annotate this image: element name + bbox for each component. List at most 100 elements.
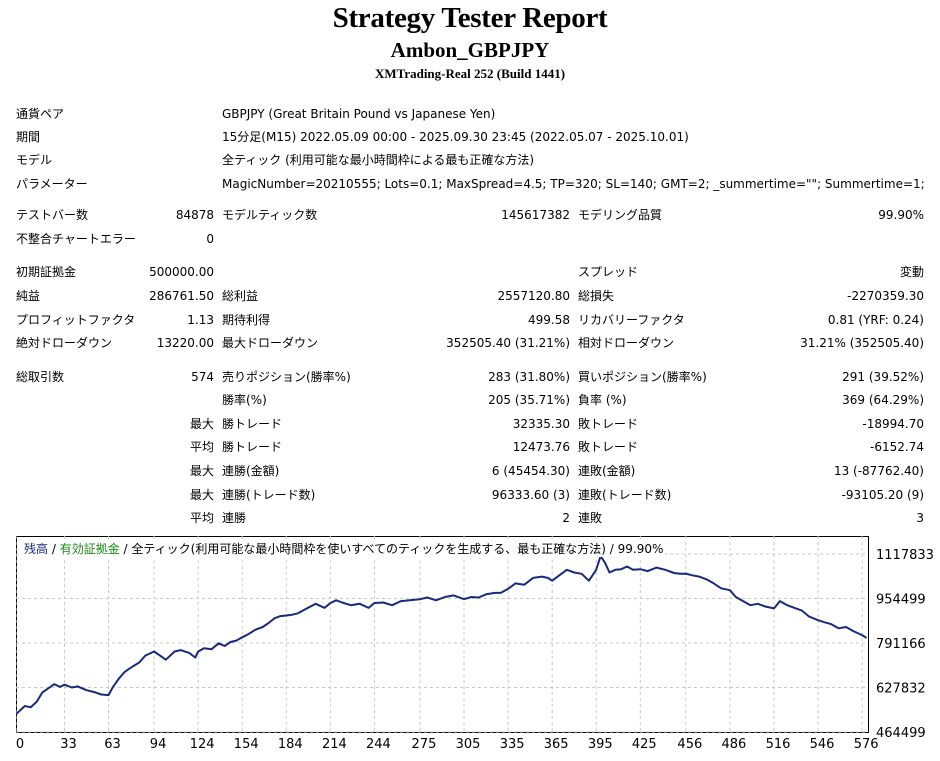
balance-chart-svg: 1117833 954499 791166 627832 464499 0 33 63 94 12… bbox=[16, 536, 934, 752]
model-label: モデル bbox=[16, 153, 53, 167]
absdd-value: 13220.00 bbox=[156, 336, 214, 350]
legend-rest: / 全ティック(利用可能な最小時間枠を使いすべてのティックを生成する、最も正確な… bbox=[119, 542, 664, 556]
quality-value: 99.90% bbox=[878, 208, 924, 222]
x-tick-label: 33 bbox=[60, 737, 77, 752]
avg-win-label: 勝トレード bbox=[222, 440, 283, 454]
y-tick-label: 954499 bbox=[876, 593, 926, 608]
x-tick-label: 486 bbox=[722, 737, 747, 752]
deposit-label: 初期証拠金 bbox=[16, 265, 77, 279]
expected-label: 期待利得 bbox=[222, 313, 271, 327]
winrate-label: 勝率(%) bbox=[222, 393, 267, 407]
spread-value: 変動 bbox=[899, 265, 924, 279]
x-tick-label: 214 bbox=[322, 737, 347, 752]
y-tick-label: 464499 bbox=[876, 726, 926, 741]
x-tick-label: 546 bbox=[810, 737, 835, 752]
period-label: 期間 bbox=[16, 130, 41, 144]
x-tick-label: 395 bbox=[588, 737, 613, 752]
balance-series-line bbox=[16, 555, 868, 715]
account-info: XMTrading-Real 252 (Build 1441) bbox=[374, 66, 566, 81]
largest-loss-label: 敗トレード bbox=[578, 417, 639, 431]
max-consec-lossamt-label: 連敗(トレード数) bbox=[578, 488, 672, 502]
x-tick-label: 365 bbox=[544, 737, 569, 752]
report-subtitle: Ambon_GBPJPY bbox=[390, 38, 550, 62]
avg-consec-win-label: 連勝 bbox=[222, 511, 247, 525]
period-value: 15分足(M15) 2022.05.09 00:00 - 2025.09.30 … bbox=[222, 130, 689, 144]
x-tick-label: 425 bbox=[632, 737, 657, 752]
deposit-value: 500000.00 bbox=[149, 265, 214, 279]
max-consec-loss-value: 13 (-87762.40) bbox=[833, 464, 924, 478]
x-tick-label: 154 bbox=[234, 737, 259, 752]
grossprofit-label: 総利益 bbox=[222, 289, 259, 303]
x-tick-label: 63 bbox=[104, 737, 121, 752]
errors-value: 0 bbox=[206, 232, 214, 246]
legend-equity: 有効証拠金 bbox=[59, 542, 120, 556]
maxdd-value: 352505.40 (31.21%) bbox=[446, 336, 570, 350]
max-consec-profit-label: 連勝(トレード数) bbox=[222, 488, 316, 502]
legend-balance: 残高 bbox=[24, 542, 49, 556]
x-tick-label: 94 bbox=[150, 737, 167, 752]
long-label: 買いポジション(勝率%) bbox=[578, 370, 707, 384]
max-label-3: 最大 bbox=[189, 488, 214, 502]
avg-consec-win-value: 2 bbox=[562, 511, 570, 525]
x-tick-label: 184 bbox=[278, 737, 303, 752]
x-tick-label: 0 bbox=[16, 737, 24, 752]
short-label: 売りポジション(勝率%) bbox=[222, 370, 351, 384]
avg-win-value: 12473.76 bbox=[512, 440, 570, 454]
avg-label-2: 平均 bbox=[189, 511, 214, 525]
maxdd-label: 最大ドローダウン bbox=[222, 336, 319, 350]
lossrate-label: 負率 (%) bbox=[578, 393, 627, 407]
ticks-label: モデルティック数 bbox=[222, 208, 318, 222]
max-consec-loss-label: 連敗(金額) bbox=[578, 464, 636, 478]
winrate-value: 205 (35.71%) bbox=[488, 393, 570, 407]
y-tick-label: 627832 bbox=[876, 682, 926, 697]
x-tick-label: 244 bbox=[366, 737, 391, 752]
trades-label: 総取引数 bbox=[16, 370, 65, 384]
spread-label: スプレッド bbox=[578, 265, 639, 279]
plot-frame bbox=[16, 536, 869, 733]
params-value: MagicNumber=20210555; Lots=0.1; MaxSprea… bbox=[222, 177, 925, 191]
max-consec-win-value: 6 (45454.30) bbox=[491, 464, 570, 478]
recovery-value: 0.81 (YRF: 0.24) bbox=[827, 313, 924, 327]
x-tick-label: 335 bbox=[500, 737, 525, 752]
bars-value: 84878 bbox=[175, 208, 214, 222]
x-tick-label: 275 bbox=[412, 737, 437, 752]
trades-value: 574 bbox=[191, 370, 214, 384]
pf-label: プロフィットファクタ bbox=[16, 313, 136, 327]
avg-consec-loss-label: 連敗 bbox=[578, 511, 603, 525]
model-value: 全ティック (利用可能な最小時間枠による最も正確な方法) bbox=[222, 153, 535, 167]
params-label: パラメーター bbox=[16, 177, 88, 191]
avg-loss-label: 敗トレード bbox=[578, 440, 639, 454]
pf-value: 1.13 bbox=[187, 313, 214, 327]
largest-win-label: 勝トレード bbox=[222, 417, 283, 431]
y-tick-label: 1117833 bbox=[876, 548, 934, 563]
legend-sep: / bbox=[48, 542, 60, 556]
x-tick-label: 576 bbox=[854, 737, 879, 752]
ticks-value: 145617382 bbox=[501, 208, 570, 222]
max-consec-win-label: 連勝(金額) bbox=[222, 464, 280, 478]
x-tick-label: 305 bbox=[456, 737, 481, 752]
absdd-label: 絶対ドローダウン bbox=[16, 336, 113, 350]
expected-value: 499.58 bbox=[528, 313, 570, 327]
bars-label: テストバー数 bbox=[16, 208, 89, 222]
x-tick-label: 456 bbox=[677, 737, 702, 752]
netprofit-label: 純益 bbox=[16, 289, 41, 303]
max-label-2: 最大 bbox=[189, 464, 214, 478]
grossloss-value: -2270359.30 bbox=[847, 289, 924, 303]
lossrate-value: 369 (64.29%) bbox=[842, 393, 924, 407]
avg-consec-loss-value: 3 bbox=[916, 511, 924, 525]
long-value: 291 (39.52%) bbox=[842, 370, 924, 384]
symbol-value: GBPJPY (Great Britain Pound vs Japanese … bbox=[222, 107, 496, 121]
errors-label: 不整合チャートエラー bbox=[16, 232, 136, 246]
symbol-label: 通貨ペア bbox=[16, 107, 65, 121]
y-tick-label: 791166 bbox=[876, 637, 926, 652]
max-consec-lossamt-value: -93105.20 (9) bbox=[841, 488, 924, 502]
netprofit-value: 286761.50 bbox=[149, 289, 214, 303]
balance-chart: 1117833 954499 791166 627832 464499 0 33 63 94 12… bbox=[16, 536, 940, 761]
recovery-label: リカバリーファクタ bbox=[578, 313, 685, 327]
reldd-label: 相対ドローダウン bbox=[578, 336, 675, 350]
max-label: 最大 bbox=[189, 417, 214, 431]
quality-label: モデリング品質 bbox=[578, 208, 663, 222]
x-tick-label: 124 bbox=[190, 737, 215, 752]
report-title: Strategy Tester Report bbox=[332, 2, 608, 34]
reldd-value: 31.21% (352505.40) bbox=[800, 336, 924, 350]
